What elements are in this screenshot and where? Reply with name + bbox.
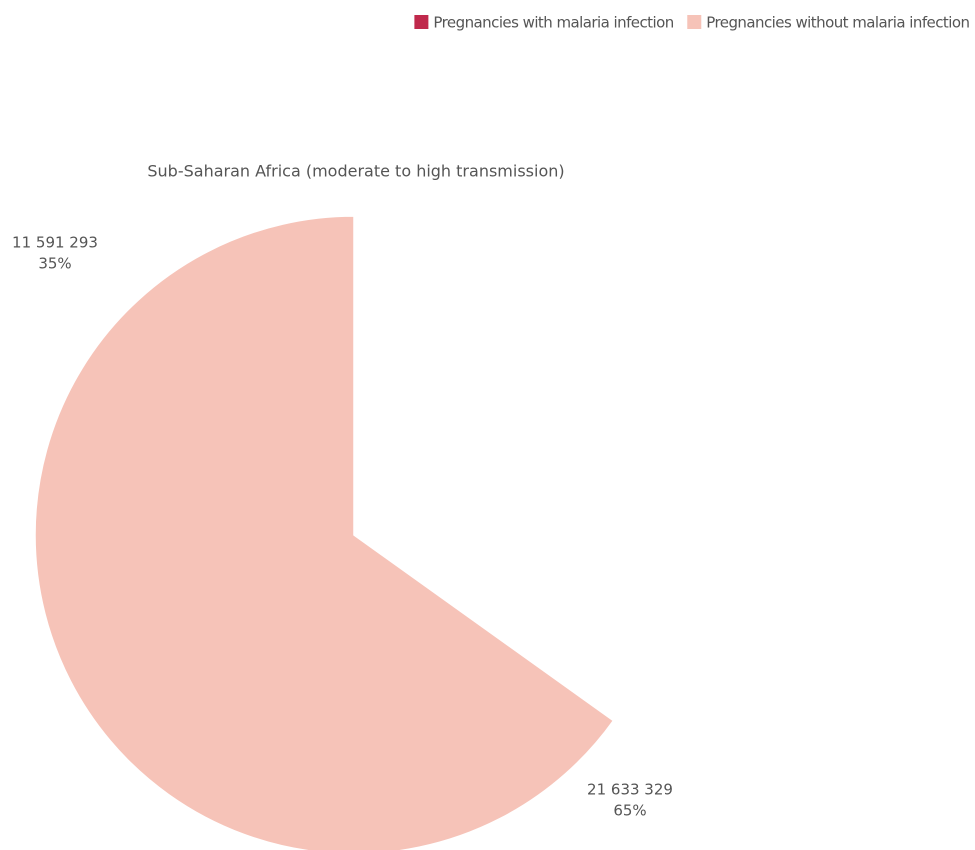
- value-label: 11 591 293: [12, 234, 98, 252]
- legend-swatch: [414, 15, 429, 29]
- percentage-label: 65%: [613, 802, 646, 820]
- chart-title: Sub-Saharan Africa (moderate to high tra…: [147, 162, 564, 181]
- legend-swatch: [687, 15, 702, 29]
- pie-slice: [34, 215, 615, 850]
- value-label: 21 633 329: [587, 781, 673, 799]
- percentage-label: 35%: [38, 255, 71, 273]
- legend-label: Pregnancies without malaria infection: [706, 14, 970, 32]
- legend-label: Pregnancies with malaria infection: [433, 14, 674, 32]
